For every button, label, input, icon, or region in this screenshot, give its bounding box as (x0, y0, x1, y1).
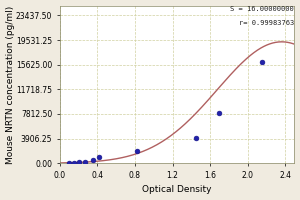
Point (217, 111, 222, 114)
Text: r= 0.99983763: r= 0.99983763 (239, 20, 294, 26)
Point (76, 161, 81, 164)
Point (67, 161, 72, 165)
Point (97, 155, 102, 159)
Point (259, 61, 264, 64)
X-axis label: Optical Density: Optical Density (142, 185, 212, 194)
Point (194, 136, 198, 140)
Point (72, 161, 76, 164)
Point (90, 158, 95, 162)
Text: S = 16.00000000: S = 16.00000000 (230, 6, 294, 12)
Y-axis label: Mouse NRTN concentration (pg/ml): Mouse NRTN concentration (pg/ml) (6, 5, 15, 164)
Point (134, 149, 139, 152)
Point (83, 160, 88, 163)
